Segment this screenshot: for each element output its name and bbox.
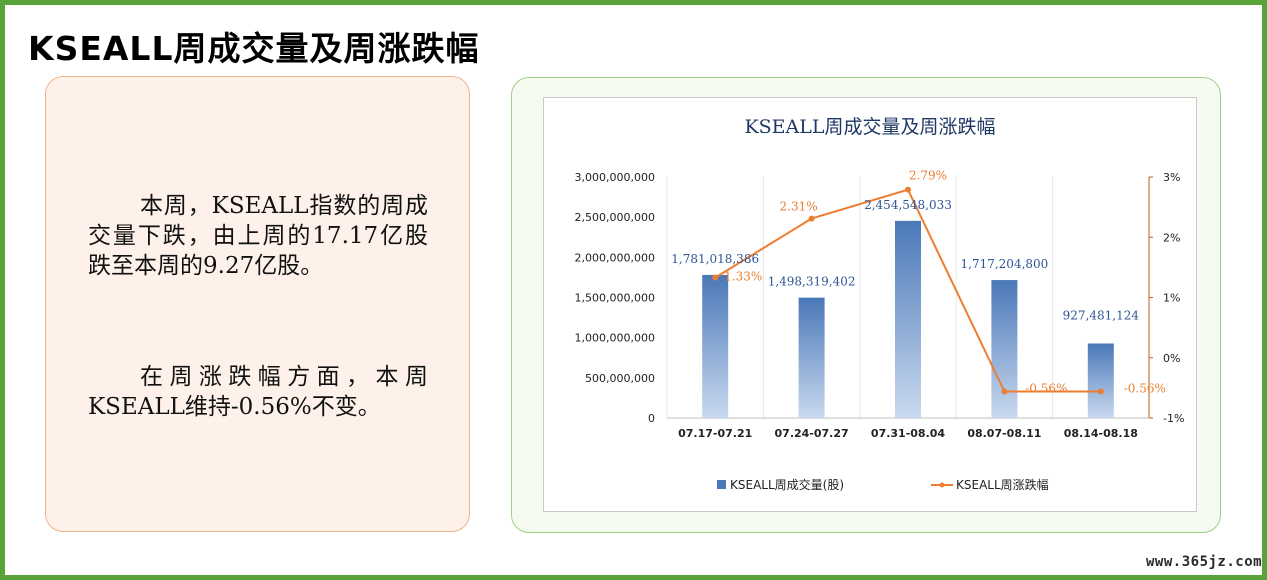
summary-paragraph-volume: 本周，KSEALL指数的周成交量下跌，由上周的17.17亿股跌至本周的9.27亿… <box>88 193 428 279</box>
combo-chart: KSEALL周成交量及周涨跌幅 0 500,000,000 1,000,000,000… <box>575 116 1185 492</box>
y-left-tick-label: 1,000,000,000 <box>575 332 655 345</box>
bar-data-label: 1,781,018,386 <box>671 252 759 266</box>
bar-data-label: 2,454,548,033 <box>864 198 952 212</box>
summary-paragraph-change: 在周涨跌幅方面，本周KSEALL维持-0.56%不变。 <box>88 364 428 420</box>
x-tick-label: 07.31-08.04 <box>871 427 945 440</box>
y-left-tick-label: 0 <box>648 412 655 425</box>
y-left-tick-label: 2,000,000,000 <box>575 251 655 264</box>
legend-line-marker <box>939 482 945 488</box>
change-point <box>712 274 719 281</box>
y-left-tick-label: 2,500,000,000 <box>575 211 655 224</box>
bar-data-label: 1,717,204,800 <box>961 257 1049 271</box>
legend-bar-swatch <box>717 480 726 489</box>
y-left-tick-label: 500,000,000 <box>585 372 655 385</box>
bar-data-label: 1,498,319,402 <box>768 275 856 289</box>
line-data-label: -0.56% <box>1025 381 1067 395</box>
change-point <box>808 215 815 222</box>
x-tick-label: 08.07-08.11 <box>967 427 1041 440</box>
y-left-tick-label: 3,000,000,000 <box>575 171 655 184</box>
y-right-tick-label: -1% <box>1163 412 1184 425</box>
line-data-label: 2.79% <box>909 169 947 183</box>
y-left-tick-label: 1,500,000,000 <box>575 292 655 305</box>
bar <box>895 220 921 418</box>
x-tick-label: 08.14-08.18 <box>1064 427 1138 440</box>
x-tick-label: 07.24-07.27 <box>775 427 849 440</box>
y-right-tick-label: 1% <box>1163 292 1180 305</box>
bar <box>798 297 825 418</box>
bar <box>1087 343 1114 418</box>
y-right-tick-label: 2% <box>1163 231 1180 244</box>
line-data-label: -0.56% <box>1124 381 1166 395</box>
chart-box <box>543 97 1197 512</box>
watermark: www.365jz.com <box>1146 554 1263 570</box>
chart-title: KSEALL周成交量及周涨跌幅 <box>744 116 995 138</box>
legend-line-label: KSEALL周涨跌幅 <box>956 477 1049 492</box>
page-title: KSEALL周成交量及周涨跌幅 <box>28 29 480 68</box>
summary-panel: 本周，KSEALL指数的周成交量下跌，由上周的17.17亿股跌至本周的9.27亿… <box>45 76 470 532</box>
line-data-label: 2.31% <box>780 200 818 214</box>
change-point <box>905 186 911 193</box>
y-right-tick-label: 0% <box>1163 352 1180 365</box>
legend-bar-label: KSEALL周成交量(股) <box>730 477 844 492</box>
bar <box>702 274 729 418</box>
y-right-tick-label: 3% <box>1163 171 1180 184</box>
bar-data-label: 927,481,124 <box>1063 308 1140 322</box>
change-point <box>1001 388 1008 395</box>
x-tick-label: 07.17-07.21 <box>678 427 752 440</box>
line-data-label: 1.33% <box>724 270 762 284</box>
bar <box>991 280 1018 418</box>
change-point <box>1097 388 1104 395</box>
